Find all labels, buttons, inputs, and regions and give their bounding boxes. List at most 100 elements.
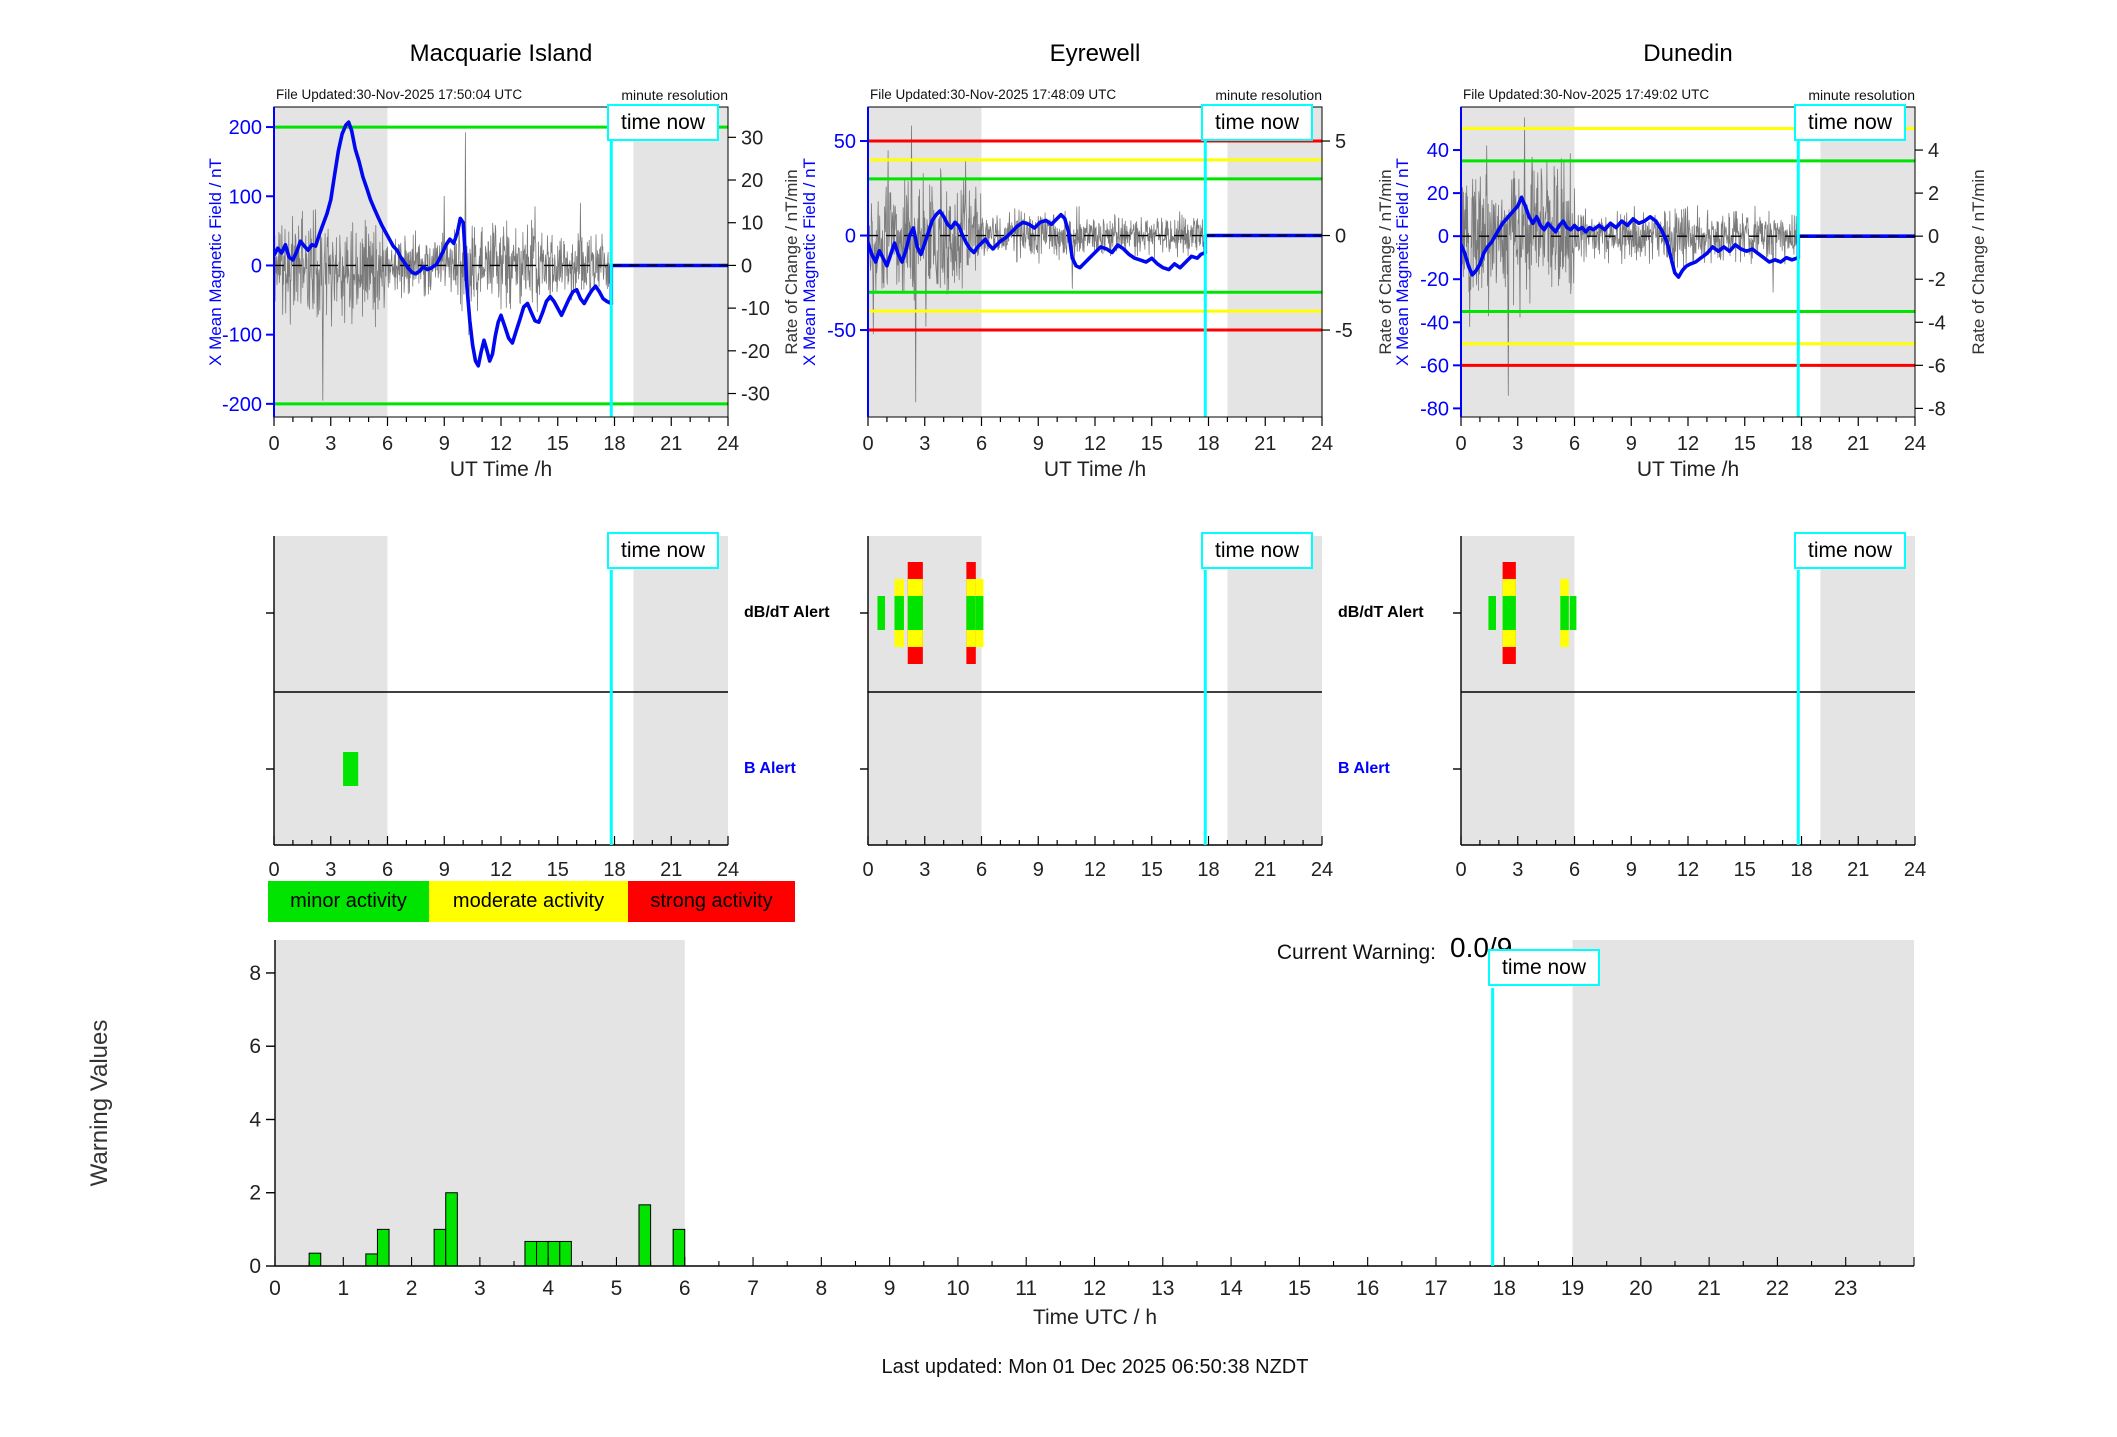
- file-updated-macquarie: File Updated:30-Nov-2025 17:50:04 UTC: [276, 87, 523, 102]
- shaded-region: [275, 940, 685, 1266]
- x-tick-label: 3: [1512, 433, 1523, 455]
- left-tick-label: 0: [251, 255, 262, 277]
- field-series: [274, 120, 614, 368]
- x-tick-label: 16: [1356, 1277, 1379, 1300]
- shaded-region: [1572, 940, 1914, 1266]
- x-tick-label: 12: [1677, 433, 1699, 455]
- y-tick-label: 0: [249, 1255, 261, 1278]
- field-series: [1461, 195, 1801, 279]
- warning-y-axis-label: Warning Values: [86, 1019, 113, 1187]
- shaded-region: [1227, 536, 1322, 845]
- right-tick-label: 0: [1928, 226, 1939, 248]
- resolution-note-eyrewell: minute resolution: [1215, 87, 1322, 103]
- time-now-box-chart-dunedin: time now: [1794, 104, 1906, 141]
- right-tick-label: -10: [741, 298, 770, 320]
- x-tick-label: 9: [439, 433, 450, 455]
- x-tick-label: 6: [1569, 859, 1580, 881]
- warning-bar: [524, 1240, 538, 1267]
- y-tick-label: 6: [249, 1035, 261, 1058]
- y-axis-label-rate-macquarie: Rate of Change / nT/min: [782, 169, 801, 355]
- x-tick-label: 15: [1734, 433, 1756, 455]
- x-tick-label: 21: [1254, 433, 1276, 455]
- warning-bar: [376, 1228, 390, 1267]
- x-tick-label: 15: [1141, 859, 1163, 881]
- left-tick-label: -200: [222, 394, 262, 416]
- file-updated-eyrewell: File Updated:30-Nov-2025 17:48:09 UTC: [870, 87, 1117, 102]
- x-tick-label: 21: [1847, 859, 1869, 881]
- x-tick-label: 10: [946, 1277, 969, 1300]
- alert-panel-dunedin: 0 3 6 9 12 15 18 21 24: [1453, 536, 1926, 881]
- x-tick-label: 4: [542, 1277, 554, 1300]
- shaded-region: [1227, 107, 1322, 417]
- resolution-note-dunedin: minute resolution: [1808, 87, 1915, 103]
- warning-bar: [638, 1204, 652, 1267]
- x-tick-label: 0: [1455, 433, 1466, 455]
- y-axis-label-field-macquarie: X Mean Magnetic Field / nT: [206, 158, 225, 366]
- warning-bar: [365, 1253, 378, 1267]
- x-tick-label: 12: [490, 859, 512, 881]
- x-tick-label: 12: [1083, 1277, 1106, 1300]
- warning-bar: [308, 1252, 322, 1267]
- x-tick-label: 18: [1790, 433, 1812, 455]
- x-tick-label: 24: [717, 433, 739, 455]
- dbdt-alert-bar: [1569, 596, 1577, 630]
- x-tick-label: 21: [660, 433, 682, 455]
- file-updated-dunedin: File Updated:30-Nov-2025 17:49:02 UTC: [1463, 87, 1710, 102]
- left-tick-label: -80: [1420, 398, 1449, 420]
- x-tick-label: 12: [1084, 433, 1106, 455]
- x-tick-label: 21: [660, 859, 682, 881]
- left-tick-label: -20: [1420, 269, 1449, 291]
- time-now-box-panel-dunedin: time now: [1794, 532, 1906, 569]
- x-tick-label: 9: [1033, 859, 1044, 881]
- x-tick-label: 12: [490, 433, 512, 455]
- shaded-region: [1461, 536, 1575, 845]
- shaded-region: [633, 107, 728, 417]
- x-tick-label: 20: [1629, 1277, 1652, 1300]
- left-tick-label: 0: [1438, 226, 1449, 248]
- dbdt-alert-label-1: dB/dT Alert: [744, 604, 830, 621]
- x-tick-label: 0: [269, 1277, 281, 1300]
- x-tick-label: 24: [717, 859, 739, 881]
- x-tick-label: 0: [268, 433, 279, 455]
- x-tick-label: 0: [268, 859, 279, 881]
- x-tick-label: 1: [337, 1277, 349, 1300]
- field-series: [868, 209, 1208, 272]
- x-tick-label: 18: [1197, 859, 1219, 881]
- y-tick-label: 8: [249, 962, 261, 985]
- right-tick-label: -8: [1928, 398, 1946, 420]
- noise-series: [274, 132, 612, 401]
- warning-bar: [547, 1240, 561, 1267]
- b-alert-bar: [343, 752, 359, 786]
- left-tick-label: 50: [834, 131, 856, 153]
- station-chart-dunedin: 0 3 6 9 12 15 18 21 2440200-20-40-60-80420-2-4-6…: [1420, 106, 1946, 455]
- right-tick-label: -5: [1335, 320, 1353, 342]
- shaded-region: [1820, 107, 1915, 417]
- x-tick-label: 6: [382, 859, 393, 881]
- legend-minor-activity: minor activity: [268, 881, 429, 922]
- dbdt-alert-bar: [894, 596, 904, 630]
- x-tick-label: 15: [547, 433, 569, 455]
- dbdt-alert-label-2: dB/dT Alert: [1338, 604, 1424, 621]
- b-alert-label-1: B Alert: [744, 760, 796, 777]
- left-tick-label: 100: [229, 186, 262, 208]
- x-tick-label: 18: [1493, 1277, 1516, 1300]
- resolution-note-macquarie: minute resolution: [621, 87, 728, 103]
- x-tick-label: 6: [976, 433, 987, 455]
- shaded-region: [274, 536, 388, 845]
- warning-bar: [433, 1228, 447, 1267]
- shaded-region: [868, 536, 982, 845]
- x-tick-label: 18: [603, 859, 625, 881]
- right-tick-label: -2: [1928, 269, 1946, 291]
- x-tick-label: 11: [1015, 1277, 1037, 1300]
- chart-title-eyrewell: Eyrewell: [1049, 40, 1141, 67]
- x-tick-label: 6: [382, 433, 393, 455]
- right-tick-label: -6: [1928, 355, 1946, 377]
- x-tick-label: 15: [1288, 1277, 1311, 1300]
- x-axis-label-dunedin: UT Time /h: [1636, 458, 1740, 481]
- chart-title-dunedin: Dunedin: [1643, 40, 1733, 67]
- x-tick-label: 8: [815, 1277, 827, 1300]
- right-tick-label: 5: [1335, 131, 1346, 153]
